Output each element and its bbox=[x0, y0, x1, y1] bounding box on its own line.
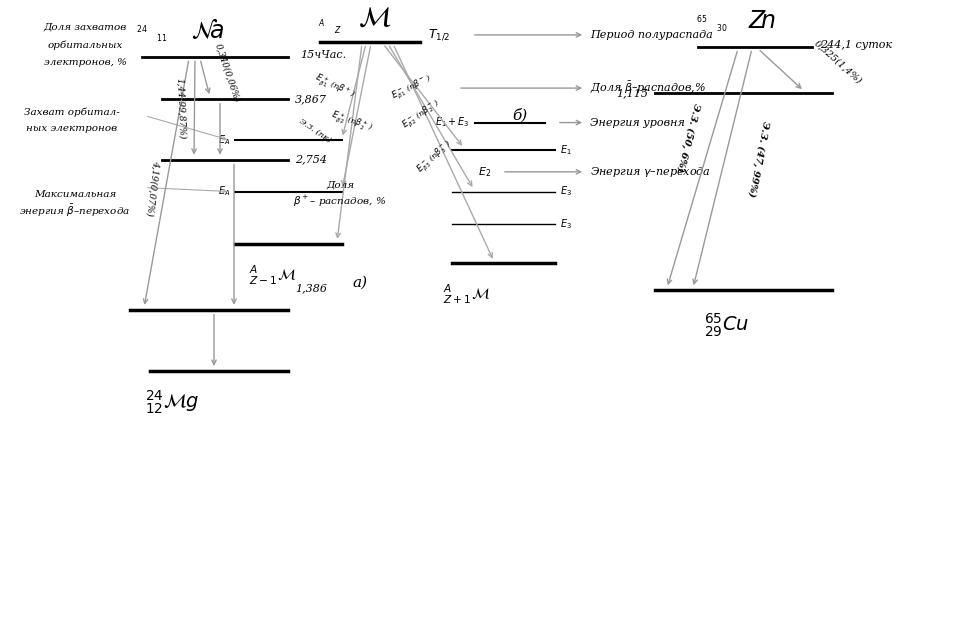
Text: 15чЧас.: 15чЧас. bbox=[300, 50, 346, 60]
Text: $_{11}$: $_{11}$ bbox=[156, 32, 168, 45]
Text: $^A_{Z-1}\mathcal{M}$: $^A_{Z-1}\mathcal{M}$ bbox=[249, 264, 296, 287]
Text: б): б) bbox=[512, 108, 527, 123]
Text: 2,754: 2,754 bbox=[295, 155, 327, 164]
Text: Энергия уровня: Энергия уровня bbox=[590, 118, 685, 128]
Text: Период полураспада: Период полураспада bbox=[590, 30, 713, 40]
Text: $Z\!n$: $Z\!n$ bbox=[748, 10, 776, 33]
Text: $E_{\beta2}^-$ (n$\beta_2^-$): $E_{\beta2}^-$ (n$\beta_2^-$) bbox=[400, 97, 444, 133]
Text: $^{24}$: $^{24}$ bbox=[136, 25, 148, 35]
Text: $E_{\beta1}^+$ (n$\beta^+$): $E_{\beta1}^+$ (n$\beta^+$) bbox=[313, 70, 358, 102]
Text: $\beta^+$– распадов, %: $\beta^+$– распадов, % bbox=[293, 194, 386, 209]
Text: 0,325(1,4%): 0,325(1,4%) bbox=[812, 39, 864, 85]
Text: $E_A$: $E_A$ bbox=[218, 133, 230, 147]
Text: $E_2$: $E_2$ bbox=[478, 165, 491, 179]
Text: орбитальных: орбитальных bbox=[47, 40, 123, 49]
Text: ных электронов: ных электронов bbox=[27, 124, 118, 133]
Text: Захват орбитал-: Захват орбитал- bbox=[24, 108, 120, 118]
Text: $^{65}$: $^{65}$ bbox=[696, 15, 708, 25]
Text: $_{30}$: $_{30}$ bbox=[716, 22, 728, 35]
Text: Э.З. (50, 6%): Э.З. (50, 6%) bbox=[675, 102, 701, 172]
Text: 244,1 суток: 244,1 суток bbox=[820, 40, 892, 50]
Text: $T_{1/2}$: $T_{1/2}$ bbox=[428, 27, 451, 42]
Text: Э.З. (47, 99%): Э.З. (47, 99%) bbox=[746, 120, 770, 197]
Text: $E_{\beta2}^+$ (n$\beta_2^+$): $E_{\beta2}^+$ (n$\beta_2^+$) bbox=[329, 108, 375, 135]
Text: 4,19(0,07%): 4,19(0,07%) bbox=[145, 160, 160, 216]
Text: $E_{\beta3}^-$ (n$\beta_3^-$): $E_{\beta3}^-$ (n$\beta_3^-$) bbox=[414, 138, 456, 178]
Text: $E_{\beta1}^-$ (n$\beta^-$): $E_{\beta1}^-$ (n$\beta^-$) bbox=[389, 72, 434, 104]
Text: электронов, %: электронов, % bbox=[43, 58, 127, 67]
Text: 1,115: 1,115 bbox=[616, 88, 648, 98]
Text: Доля захватов: Доля захватов bbox=[43, 22, 127, 32]
Text: $\mathcal{N}\!a$: $\mathcal{N}\!a$ bbox=[191, 18, 224, 43]
Text: Максимальная: Максимальная bbox=[34, 190, 116, 199]
Text: $\mathcal{M}$: $\mathcal{M}$ bbox=[359, 5, 391, 32]
Text: $^{24}_{12}\mathcal{M}g$: $^{24}_{12}\mathcal{M}g$ bbox=[145, 389, 199, 416]
Text: 1,44(99,87%): 1,44(99,87%) bbox=[175, 77, 186, 139]
Text: $E_3$: $E_3$ bbox=[560, 184, 572, 199]
Text: $_Z$: $_Z$ bbox=[334, 24, 341, 37]
Text: $E_A$: $E_A$ bbox=[218, 184, 230, 199]
Text: $E_1+E_3$: $E_1+E_3$ bbox=[435, 116, 470, 130]
Text: $^A_{Z+1}\mathcal{M}$: $^A_{Z+1}\mathcal{M}$ bbox=[443, 283, 491, 307]
Text: 3,867: 3,867 bbox=[295, 94, 327, 104]
Text: $^{65}_{29}Cu$: $^{65}_{29}Cu$ bbox=[705, 312, 750, 339]
Text: Э.З. (nκ): Э.З. (nκ) bbox=[297, 117, 333, 145]
Text: $^A$: $^A$ bbox=[318, 19, 326, 29]
Text: энергия $\bar{\beta}$–перехода: энергия $\bar{\beta}$–перехода bbox=[19, 203, 130, 219]
Text: $E_1$: $E_1$ bbox=[560, 143, 572, 157]
Text: а): а) bbox=[353, 276, 367, 290]
Text: Доля $\bar{\beta}$–распадов,%: Доля $\bar{\beta}$–распадов,% bbox=[590, 80, 706, 96]
Text: Доля: Доля bbox=[326, 180, 354, 189]
Text: Энергия $\gamma$–перехода: Энергия $\gamma$–перехода bbox=[590, 165, 711, 179]
Text: $E_3$: $E_3$ bbox=[560, 217, 572, 231]
Text: 1,386: 1,386 bbox=[295, 283, 327, 293]
Text: 0,340(0,06%): 0,340(0,06%) bbox=[213, 42, 241, 103]
